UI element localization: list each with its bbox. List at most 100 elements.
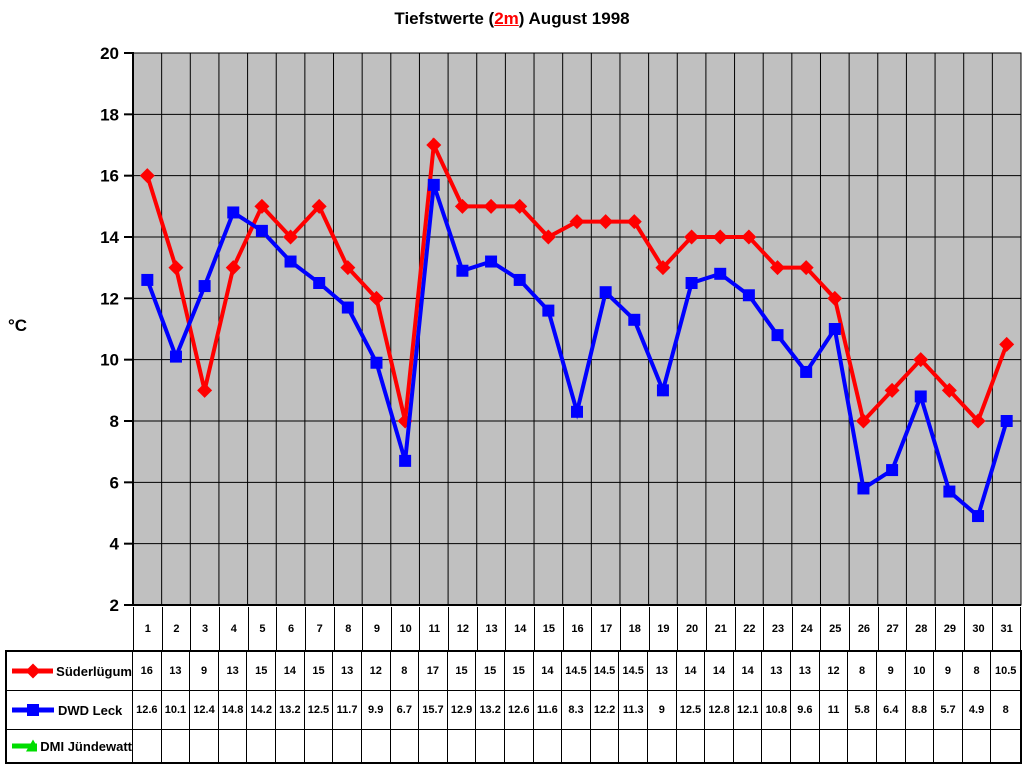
- day-label: 16: [562, 607, 592, 650]
- table-value-cell: 8.8: [905, 691, 935, 730]
- square-marker: [914, 390, 927, 403]
- square-marker: [943, 485, 956, 498]
- table-value-cell: 13.2: [476, 691, 505, 730]
- table-value-cell: 10.1: [161, 691, 191, 730]
- legend-label: DMI Jündewatt: [40, 738, 132, 754]
- diamond-marker: [798, 260, 814, 276]
- table-value-cell: 9: [648, 691, 677, 730]
- day-label: 25: [820, 607, 849, 650]
- diamond-marker: [368, 290, 384, 306]
- day-label: 28: [906, 607, 935, 650]
- table-value-cell: 13: [762, 652, 792, 691]
- square-marker: [972, 510, 985, 523]
- table-value-cell: 12: [361, 652, 391, 691]
- table-value-cell: [133, 730, 162, 762]
- day-label: 2: [161, 607, 191, 650]
- square-marker: [27, 704, 39, 716]
- table-value-cell: 8: [390, 652, 420, 691]
- table-value-cell: [963, 730, 992, 762]
- square-marker: [742, 289, 755, 302]
- table-value-cell: [791, 730, 820, 762]
- table-value-cell: 10.5: [991, 652, 1020, 691]
- table-value-cell: [705, 730, 734, 762]
- diamond-marker: [741, 229, 757, 245]
- table-value-cell: 6.7: [390, 691, 420, 730]
- day-label: 24: [791, 607, 821, 650]
- day-label: 19: [648, 607, 678, 650]
- table-value-cell: 12.6: [133, 691, 162, 730]
- legend-label: Süderlügum: [56, 663, 132, 679]
- table-value-cell: [734, 730, 763, 762]
- y-tick-label: 20: [100, 44, 119, 63]
- table-value-cell: [848, 730, 877, 762]
- table-value-cell: 10: [905, 652, 935, 691]
- y-tick-label: 12: [100, 289, 119, 308]
- chart-title-highlight: 2m: [494, 9, 519, 28]
- table-value-cell: [448, 730, 477, 762]
- square-marker: [255, 224, 268, 237]
- table-value-cell: 12.1: [733, 691, 763, 730]
- table-value-cell: 11.3: [619, 691, 649, 730]
- table-value-cell: 14.8: [218, 691, 248, 730]
- plot-area: 20 18 16 14 12 10 8 6 4 2: [100, 44, 1022, 612]
- table-value-cell: 14.5: [562, 652, 591, 691]
- y-tick-label: 2: [110, 596, 119, 612]
- table-value-cell: [591, 730, 620, 762]
- diamond-marker: [483, 198, 499, 214]
- table-value-cell: 9: [876, 652, 906, 691]
- diamond-marker: [512, 198, 528, 214]
- table-value-cell: 14: [733, 652, 763, 691]
- diamond-marker: [712, 229, 728, 245]
- day-label: 5: [247, 607, 277, 650]
- y-tick-label: 6: [110, 473, 119, 492]
- table-value-cell: [333, 730, 362, 762]
- table-value-cell: 14.5: [590, 652, 620, 691]
- diamond-marker: [340, 260, 356, 276]
- table-value-cell: [906, 730, 935, 762]
- day-label: 30: [963, 607, 993, 650]
- table-value-cell: [305, 730, 334, 762]
- chart-title-suffix: ) August 1998: [518, 9, 630, 28]
- table-value-cell: 9: [190, 652, 219, 691]
- y-tick-label: 4: [110, 535, 120, 554]
- day-label: 9: [362, 607, 391, 650]
- table-value-cell: 12.6: [504, 691, 534, 730]
- square-marker: [1000, 415, 1013, 427]
- table-value-cell: 15: [304, 652, 334, 691]
- table-value-cell: 13: [648, 652, 677, 691]
- plot-background: [132, 52, 1022, 606]
- day-label: 23: [763, 607, 792, 650]
- day-label: 27: [877, 607, 907, 650]
- table-value-cell: [391, 730, 420, 762]
- table-value-cell: [505, 730, 534, 762]
- chart-title: Tiefstwerte (2m) August 1998: [0, 9, 1024, 29]
- table-value-cell: 12.8: [705, 691, 734, 730]
- diamond-marker: [283, 229, 299, 245]
- day-label: 18: [619, 607, 649, 650]
- legend-item: DMI Jündewatt: [7, 730, 133, 762]
- diamond-marker: [684, 229, 700, 245]
- table-value-cell: 12.5: [676, 691, 706, 730]
- square-marker: [341, 301, 354, 314]
- square-marker: [284, 255, 297, 268]
- table-value-cell: 8.3: [562, 691, 591, 730]
- diamond-marker: [225, 260, 241, 276]
- square-marker: [169, 350, 182, 363]
- square-marker: [714, 267, 727, 280]
- diamond-marker: [941, 382, 957, 398]
- diamond-marker: [770, 260, 786, 276]
- table-value-cell: 8: [962, 652, 992, 691]
- square-marker: [599, 286, 612, 299]
- table-value-cell: [762, 730, 792, 762]
- table-value-cell: 17: [419, 652, 448, 691]
- square-marker: [485, 255, 498, 268]
- square-marker: [427, 178, 440, 191]
- table-value-cell: [476, 730, 505, 762]
- table-value-cell: [877, 730, 906, 762]
- diamond-marker: [197, 382, 213, 398]
- diamond-marker: [970, 413, 986, 429]
- square-marker: [685, 277, 698, 289]
- day-label: 6: [276, 607, 305, 650]
- table-value-cell: 14.5: [619, 652, 649, 691]
- table-value-cell: [534, 730, 563, 762]
